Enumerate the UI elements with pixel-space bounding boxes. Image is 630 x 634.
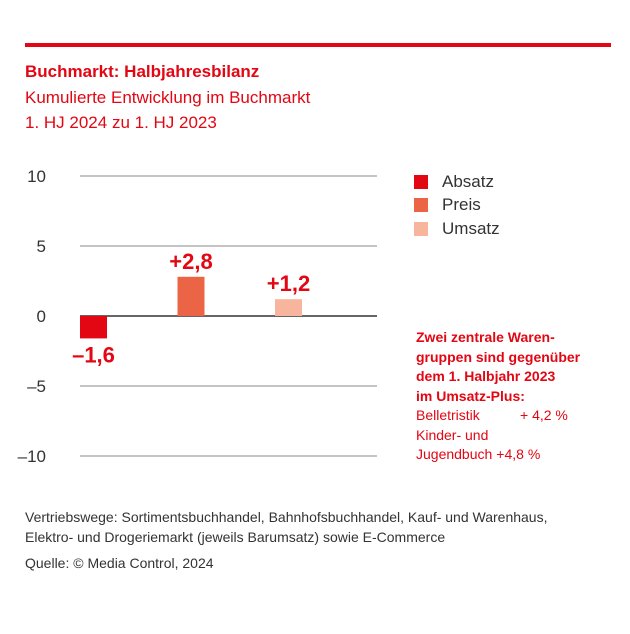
legend-item-umsatz: Umsatz xyxy=(414,217,500,241)
y-tick-label: –10 xyxy=(18,447,46,466)
note-item-belletristik: Belletristik + 4,2 % xyxy=(416,406,626,426)
note-heading-line: im Umsatz-Plus: xyxy=(416,387,525,404)
data-labels: –1,6 +2,8 +1,2 xyxy=(72,249,310,368)
y-axis-ticks: 10 5 0 –5 –10 xyxy=(18,167,46,466)
legend-swatch-preis xyxy=(414,198,428,213)
legend-item-absatz: Absatz xyxy=(414,170,500,194)
legend-label: Umsatz xyxy=(442,218,500,238)
note-item-value: + 4,2 % xyxy=(520,407,568,423)
note-item-label: Jugendbuch xyxy=(416,446,493,462)
legend: Absatz Preis Umsatz xyxy=(414,170,500,241)
note-item-label: Belletristik xyxy=(416,407,480,423)
note-item-jugendbuch: Jugendbuch +4,8 % xyxy=(416,445,626,465)
gridlines xyxy=(80,175,377,457)
note-item-value: +4,8 % xyxy=(496,446,541,462)
legend-item-preis: Preis xyxy=(414,194,500,218)
y-tick-label: –5 xyxy=(27,377,46,396)
bar-chart: 10 5 0 –5 –10 –1,6 +2,8 +1,2 xyxy=(18,167,377,466)
data-label: –1,6 xyxy=(72,342,115,367)
chart-period: 1. HJ 2024 zu 1. HJ 2023 xyxy=(25,113,217,132)
data-label: +1,2 xyxy=(267,271,310,296)
footnote-line: Vertriebswege: Sortimentsbuchhandel, Bah… xyxy=(25,509,548,525)
note-heading-line: gruppen sind gegenüber xyxy=(416,348,581,365)
annotation-note: Zwei zentrale Waren- gruppen sind gegenü… xyxy=(416,328,626,465)
y-tick-label: 10 xyxy=(27,167,46,186)
bar-absatz xyxy=(80,316,107,339)
y-tick-label: 5 xyxy=(37,237,46,256)
bars xyxy=(80,276,302,339)
chart-subtitle: Kumulierte Entwicklung im Buchmarkt xyxy=(25,88,311,107)
y-tick-label: 0 xyxy=(37,307,46,326)
note-heading-line: Zwei zentrale Waren- xyxy=(416,329,555,345)
data-label: +2,8 xyxy=(169,249,212,274)
note-heading-line: dem 1. Halbjahr 2023 xyxy=(416,368,556,384)
note-item-kinder: Kinder- und xyxy=(416,426,626,446)
legend-label: Absatz xyxy=(442,171,494,191)
chart-title: Buchmarkt: Halbjahresbilanz xyxy=(25,62,260,81)
footnote-line: Elektro- und Drogeriemarkt (jeweils Baru… xyxy=(25,528,446,545)
top-accent-line xyxy=(25,43,611,47)
bar-umsatz xyxy=(275,299,302,316)
note-item-label: Kinder- und xyxy=(416,426,489,443)
source-credit: Quelle: © Media Control, 2024 xyxy=(25,555,214,571)
bar-preis xyxy=(177,276,205,316)
legend-swatch-absatz xyxy=(414,174,428,189)
legend-label: Preis xyxy=(442,195,481,215)
footnote: Vertriebswege: Sortimentsbuchhandel, Bah… xyxy=(25,508,625,547)
legend-swatch-umsatz xyxy=(414,221,428,236)
